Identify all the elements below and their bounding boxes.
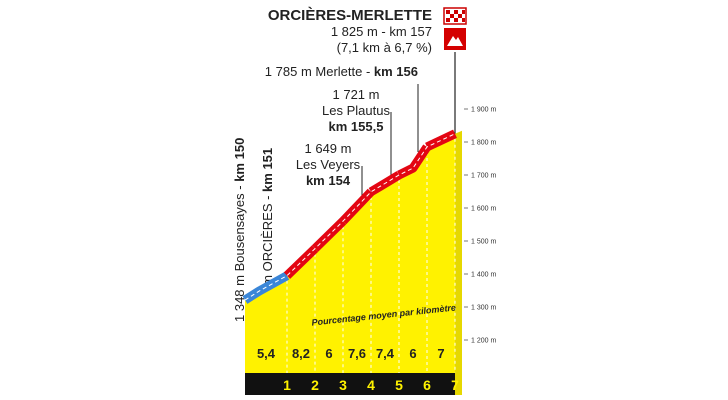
y-tick-label: 1 200 m bbox=[471, 338, 496, 345]
annotation: 1 649 m bbox=[305, 141, 352, 156]
distance-strip bbox=[245, 373, 462, 395]
annotation-km: km 154 bbox=[306, 173, 351, 188]
annotation: 1 721 m bbox=[333, 87, 380, 102]
summary: (7,1 km à 6,7 %) bbox=[337, 40, 432, 55]
gradient-label: 5,4 bbox=[257, 346, 276, 361]
y-tick-label: 1 400 m bbox=[471, 272, 496, 279]
x-tick-label: 3 bbox=[339, 377, 347, 393]
x-tick-label: 1 bbox=[283, 377, 291, 393]
y-tick-label: 1 300 m bbox=[471, 305, 496, 312]
gradient-label: 7 bbox=[437, 346, 444, 361]
annotation-km: km 151 bbox=[260, 148, 275, 192]
x-tick-label: 4 bbox=[367, 377, 375, 393]
annotation: Les Plautus bbox=[322, 103, 390, 118]
box-side bbox=[455, 130, 462, 395]
profile-area bbox=[245, 133, 455, 373]
gradient-band bbox=[283, 245, 319, 279]
x-tick-label: 6 bbox=[423, 377, 431, 393]
annotation-km: km 156 bbox=[374, 64, 418, 79]
annotation-text: 1 348 m Bousensayes - bbox=[232, 182, 247, 322]
y-tick-label: 1 500 m bbox=[471, 239, 496, 246]
chart-title: ORCIÈRES-MERLETTE bbox=[268, 7, 432, 24]
annotation: 1 348 m Bousensayes - km 150 bbox=[232, 138, 247, 322]
gradient-label: 6 bbox=[409, 346, 416, 361]
gradient-label: 6 bbox=[325, 346, 332, 361]
annotation-km: km 155,5 bbox=[329, 119, 384, 134]
x-tick-label: 5 bbox=[395, 377, 403, 393]
gradient-label: 7,4 bbox=[376, 346, 395, 361]
annotation-text: 1 785 m Merlette - bbox=[265, 64, 374, 79]
y-tick-label: 1 700 m bbox=[471, 173, 496, 180]
annotation: Les Veyers bbox=[296, 157, 361, 172]
gradient-label: 7,6 bbox=[348, 346, 366, 361]
x-tick-label: 2 bbox=[311, 377, 319, 393]
y-tick-label: 1 600 m bbox=[471, 206, 496, 213]
finish-flag bbox=[443, 7, 467, 136]
y-tick-label: 1 800 m bbox=[471, 140, 496, 147]
x-tick-label: 7 bbox=[451, 377, 459, 393]
annotation-km: km 150 bbox=[232, 138, 247, 182]
y-tick-label: 1 900 m bbox=[471, 107, 496, 114]
summary: 1 825 m - km 157 bbox=[331, 24, 432, 39]
annotation: 1 785 m Merlette - km 156 bbox=[265, 64, 418, 79]
gradient-label: 8,2 bbox=[292, 346, 310, 361]
profile-line bbox=[244, 133, 456, 301]
